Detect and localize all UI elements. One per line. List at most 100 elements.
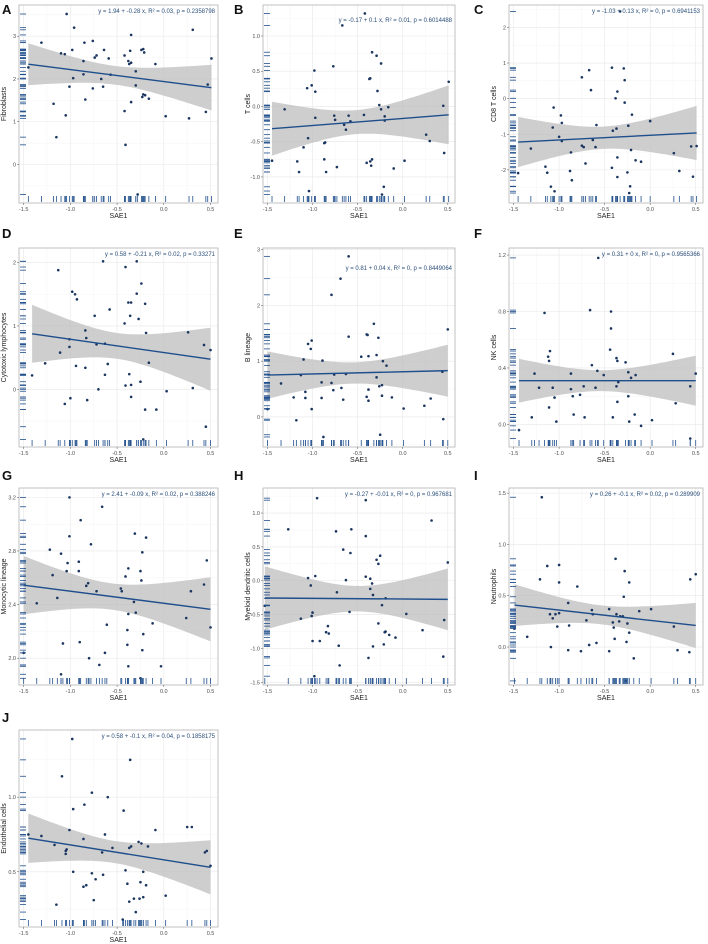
- data-point: [71, 870, 75, 874]
- data-point: [671, 352, 675, 356]
- data-point: [338, 664, 341, 667]
- y-tick-label: -0.5: [251, 140, 260, 146]
- x-tick-label: 0.0: [160, 207, 168, 213]
- data-point: [74, 364, 78, 368]
- data-point: [442, 618, 446, 622]
- data-point: [376, 89, 379, 93]
- data-point: [141, 438, 145, 441]
- data-point: [143, 408, 147, 411]
- plot-border: [18, 487, 219, 686]
- confidence-band: [23, 556, 211, 642]
- x-tick-label: 0.5: [692, 451, 700, 457]
- regression-line: [23, 584, 211, 610]
- data-point: [678, 169, 681, 173]
- data-point: [615, 385, 618, 388]
- data-point: [339, 277, 342, 280]
- data-point: [40, 41, 43, 44]
- data-point: [611, 416, 615, 419]
- data-point: [147, 97, 151, 100]
- data-point: [128, 758, 132, 762]
- data-point: [330, 381, 333, 385]
- data-point: [554, 612, 557, 616]
- x-tick-label: -1.0: [66, 689, 75, 695]
- data-point: [380, 603, 384, 607]
- data-point: [551, 386, 555, 390]
- data-point: [559, 114, 563, 117]
- data-point: [629, 376, 633, 380]
- data-point: [124, 384, 127, 387]
- y-tick-label: 1.2: [498, 253, 506, 259]
- data-point: [525, 635, 529, 639]
- data-point: [141, 551, 144, 554]
- data-point: [371, 593, 375, 597]
- data-point: [380, 394, 384, 398]
- data-point: [105, 623, 109, 626]
- x-tick-label: -1.5: [19, 207, 28, 213]
- data-point: [127, 664, 130, 668]
- data-point: [368, 160, 372, 163]
- data-point: [134, 84, 138, 87]
- data-point: [51, 573, 54, 577]
- data-point: [627, 420, 631, 423]
- x-tick-label: -1.5: [509, 451, 518, 457]
- data-point: [555, 625, 559, 628]
- y-tick-label: 0.5: [498, 594, 506, 600]
- data-point: [83, 41, 86, 44]
- regression-annotation: y = 0.31 + 0 x, R² = 0, p = 0.9565366: [602, 252, 701, 258]
- y-tick-label: -1: [501, 132, 506, 138]
- data-point: [367, 399, 370, 403]
- data-point: [43, 362, 47, 365]
- x-tick-label: 0.5: [207, 451, 215, 457]
- data-point: [335, 590, 339, 594]
- data-point: [27, 833, 30, 836]
- data-point: [189, 589, 193, 593]
- y-tick-label: 1.0: [498, 542, 506, 548]
- x-tick-label: 0.5: [444, 451, 452, 457]
- y-tick-label: 0.0: [498, 422, 506, 428]
- regression-line: [28, 63, 212, 89]
- data-point: [144, 331, 148, 335]
- data-point: [48, 548, 52, 551]
- data-point: [568, 169, 572, 173]
- data-point: [78, 640, 82, 644]
- confidence-band: [514, 584, 696, 649]
- data-point: [625, 640, 628, 644]
- x-tick-label: -0.5: [112, 931, 121, 937]
- data-point: [639, 160, 643, 163]
- x-tick-label: -1.5: [263, 451, 272, 457]
- x-tick-label: 0.0: [646, 689, 654, 695]
- data-point: [614, 97, 617, 100]
- data-point: [546, 355, 550, 358]
- data-point: [120, 589, 124, 593]
- data-point: [106, 795, 110, 799]
- data-point: [313, 674, 316, 678]
- data-point: [369, 164, 373, 167]
- y-axis-label: Myeloid dendritic cells: [245, 552, 252, 621]
- data-point: [552, 106, 555, 109]
- data-point: [127, 59, 130, 63]
- x-tick-label: -0.5: [112, 207, 121, 213]
- data-point: [126, 882, 129, 886]
- data-point: [203, 851, 207, 854]
- data-point: [634, 158, 637, 162]
- plot-border: [508, 487, 704, 686]
- data-point: [582, 145, 585, 149]
- data-point: [615, 356, 618, 360]
- x-tick-label: 0.0: [399, 207, 407, 213]
- data-point: [583, 416, 586, 419]
- data-point: [545, 564, 549, 568]
- data-point: [613, 637, 616, 641]
- data-point: [367, 354, 370, 358]
- data-point: [313, 90, 317, 93]
- data-point: [52, 102, 55, 106]
- x-tick-label: -1.0: [554, 451, 563, 457]
- y-tick-label: 0: [13, 163, 16, 169]
- data-point: [572, 413, 575, 416]
- panel-c: -1.5 -1.0 -0.5 0.0 0.5 -2 -1 0 1 2 SAE1 CD8 T cells…: [474, 2, 704, 220]
- data-point: [340, 386, 343, 390]
- data-point: [688, 578, 692, 581]
- x-tick-label: -0.5: [353, 207, 362, 213]
- data-point: [377, 336, 380, 340]
- data-point: [394, 636, 397, 639]
- data-point: [587, 643, 591, 647]
